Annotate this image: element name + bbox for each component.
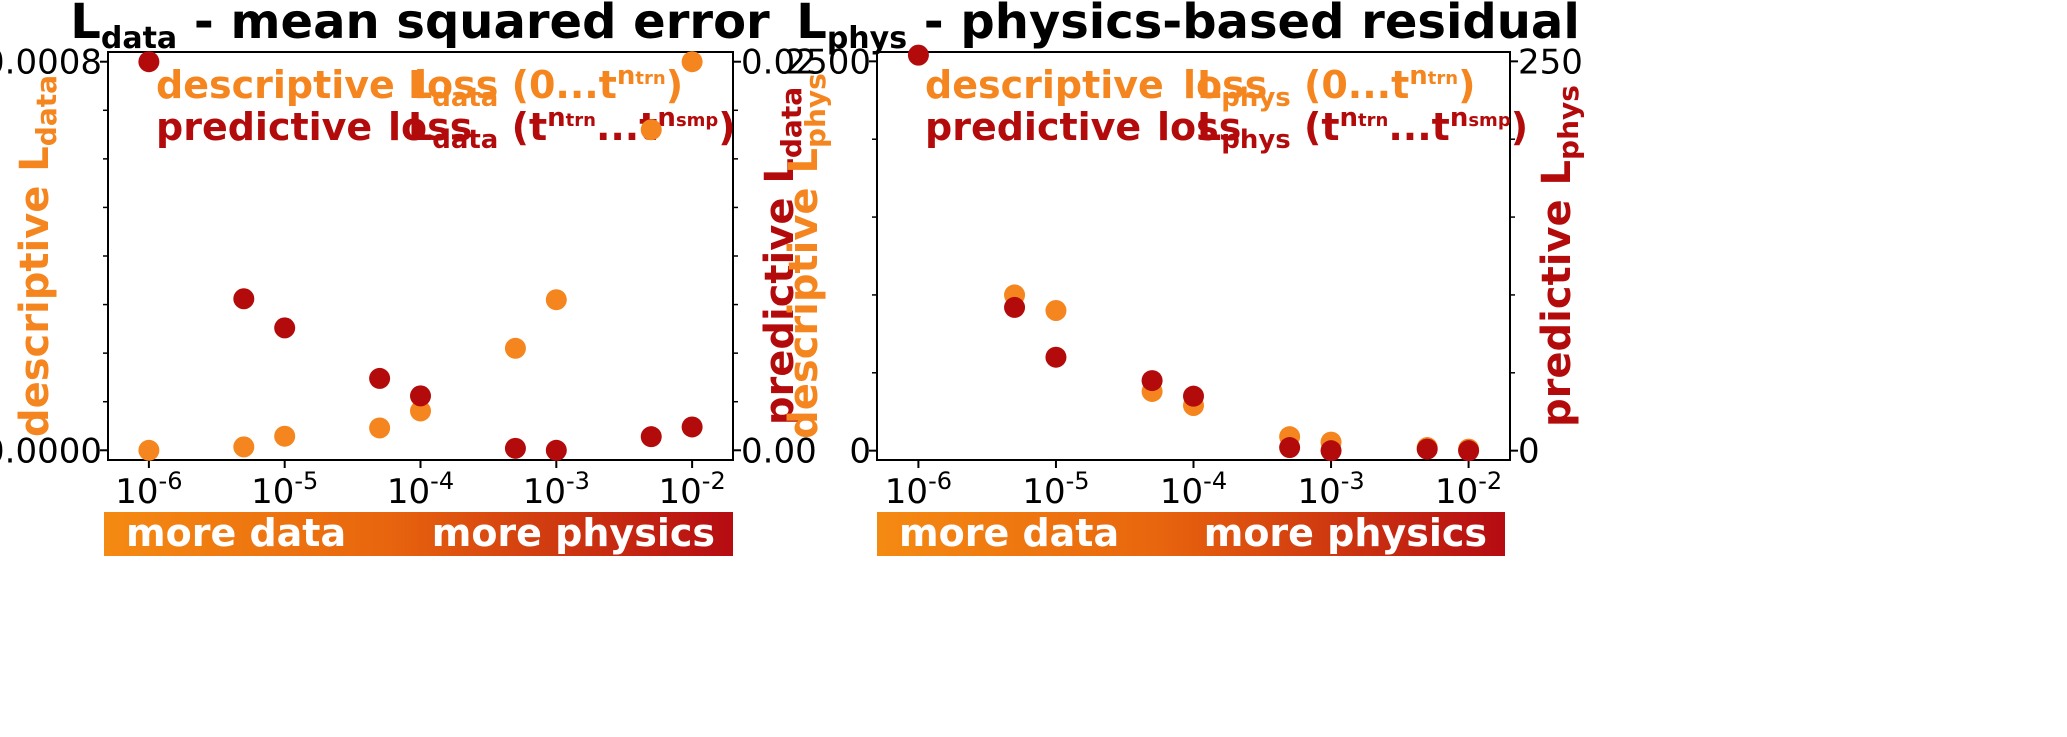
data-point bbox=[504, 437, 526, 459]
series-descriptive bbox=[1004, 284, 1480, 460]
data-point bbox=[1004, 296, 1026, 318]
more-data-label: more data bbox=[899, 511, 1119, 555]
data-point bbox=[233, 436, 255, 458]
legend-formula-descriptive: Ldata (0...tntrn) bbox=[408, 61, 683, 113]
left-tick-label: 0.0008 bbox=[0, 43, 102, 83]
series-predictive bbox=[138, 51, 703, 461]
chart-panel-1: Ldata - mean squared error0.0008 0.0000 0.… bbox=[0, 0, 817, 556]
data-point bbox=[681, 51, 703, 73]
legend-formula-predictive: Lphys (tntrn...tnsmp) bbox=[1197, 103, 1528, 155]
left-axis-label: descriptive Lphys bbox=[781, 73, 832, 439]
right-tick-label: 250 bbox=[1518, 42, 1583, 82]
right-axis-label: predictive Lphys bbox=[1534, 85, 1585, 427]
left-tick-label: 0.0000 bbox=[0, 431, 102, 471]
legend-formula-descriptive: Lphys (0...tntrn) bbox=[1197, 61, 1475, 113]
x-tick-label: 10-5 bbox=[1022, 467, 1089, 512]
left-tick-label: 2500 bbox=[784, 42, 871, 82]
data-point bbox=[640, 426, 662, 448]
series-descriptive bbox=[138, 51, 703, 461]
data-point bbox=[1045, 300, 1067, 322]
legend-entry-descriptive: descriptive loss bbox=[156, 63, 498, 107]
x-tick-label: 10-6 bbox=[885, 467, 952, 512]
left-axis-label: descriptive Ldata bbox=[12, 75, 63, 437]
data-point bbox=[1416, 438, 1438, 460]
data-point bbox=[138, 439, 160, 461]
data-point bbox=[1045, 346, 1067, 368]
data-point bbox=[907, 44, 929, 66]
legend-entry-descriptive: descriptive loss bbox=[925, 63, 1267, 107]
x-tick-label: 10-4 bbox=[1160, 467, 1227, 512]
data-point bbox=[274, 317, 296, 339]
x-tick-label: 10-3 bbox=[523, 467, 590, 512]
legend-entry-predictive: predictive loss bbox=[925, 105, 1241, 149]
chart-panel-2: Lphys - physics-based residual2500025001… bbox=[781, 0, 1585, 556]
data-point bbox=[545, 289, 567, 311]
data-point bbox=[1458, 440, 1480, 462]
data-point bbox=[369, 367, 391, 389]
data-point bbox=[1320, 440, 1342, 462]
right-tick-label: 0.00 bbox=[741, 431, 817, 471]
data-point bbox=[1141, 370, 1163, 392]
data-point bbox=[504, 337, 526, 359]
series-predictive bbox=[907, 44, 1480, 462]
data-point bbox=[1279, 437, 1301, 459]
x-tick-label: 10-6 bbox=[115, 467, 182, 512]
data-physics-gradient-bar bbox=[877, 512, 1505, 556]
data-point bbox=[233, 288, 255, 310]
right-tick-label: 0.02 bbox=[741, 43, 817, 83]
more-physics-label: more physics bbox=[1204, 511, 1487, 555]
data-physics-gradient-bar bbox=[104, 512, 733, 556]
left-tick-label: 0 bbox=[849, 432, 871, 472]
data-point bbox=[274, 425, 296, 447]
right-axis-label: predictive Ldata bbox=[757, 87, 808, 425]
chart-title: Ldata - mean squared error bbox=[70, 0, 770, 56]
data-point bbox=[640, 119, 662, 141]
data-point bbox=[681, 416, 703, 438]
data-point bbox=[410, 400, 431, 422]
chart-title: Lphys - physics-based residual bbox=[796, 0, 1580, 56]
x-tick-label: 10-4 bbox=[387, 467, 454, 512]
right-tick-label: 0 bbox=[1518, 432, 1540, 472]
more-data-label: more data bbox=[126, 511, 346, 555]
x-tick-label: 10-2 bbox=[1435, 467, 1502, 512]
data-point bbox=[545, 439, 567, 461]
data-point bbox=[410, 385, 431, 407]
x-tick-label: 10-5 bbox=[251, 467, 318, 512]
x-tick-label: 10-3 bbox=[1297, 467, 1364, 512]
data-point bbox=[138, 51, 160, 73]
more-physics-label: more physics bbox=[432, 511, 715, 555]
x-tick-label: 10-2 bbox=[659, 467, 726, 512]
legend-entry-predictive: predictive loss bbox=[156, 105, 472, 149]
data-point bbox=[369, 417, 391, 439]
data-point bbox=[1183, 385, 1204, 407]
